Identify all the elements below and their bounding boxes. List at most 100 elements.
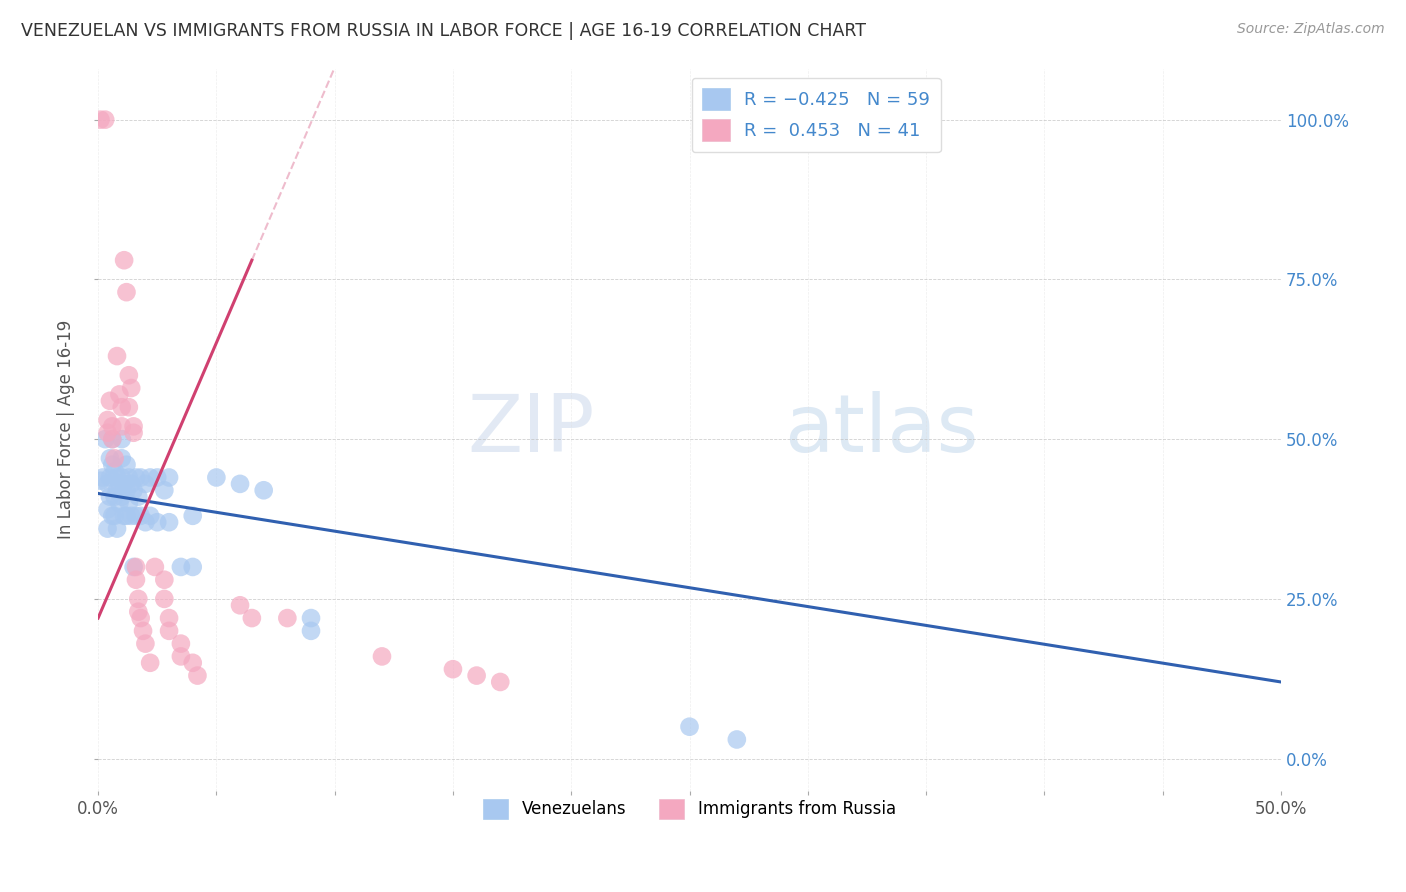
Point <box>108 476 131 491</box>
Point <box>299 611 322 625</box>
Point <box>118 470 141 484</box>
Point <box>229 476 252 491</box>
Point <box>101 458 124 472</box>
Point <box>97 522 120 536</box>
Point <box>441 662 464 676</box>
Point <box>89 474 111 488</box>
Point <box>122 425 145 440</box>
Point <box>299 624 322 638</box>
Point <box>101 432 124 446</box>
Point <box>94 432 117 446</box>
Point <box>129 508 152 523</box>
Point <box>97 425 120 440</box>
Point <box>132 624 155 638</box>
Point <box>98 470 121 484</box>
Point <box>181 656 204 670</box>
Point <box>134 515 156 529</box>
Point <box>115 508 138 523</box>
Point <box>115 458 138 472</box>
Text: atlas: atlas <box>785 391 979 468</box>
Text: Source: ZipAtlas.com: Source: ZipAtlas.com <box>1237 22 1385 37</box>
Point <box>129 611 152 625</box>
Point <box>104 508 127 523</box>
Point <box>120 381 142 395</box>
Point <box>98 451 121 466</box>
Point <box>125 508 148 523</box>
Point <box>129 470 152 484</box>
Point <box>112 253 135 268</box>
Point <box>276 611 298 625</box>
Point <box>98 490 121 504</box>
Point <box>725 732 748 747</box>
Point <box>105 522 128 536</box>
Point <box>146 470 169 484</box>
Point <box>170 649 193 664</box>
Point <box>89 112 111 127</box>
Point <box>146 515 169 529</box>
Point <box>104 464 127 478</box>
Point <box>111 451 134 466</box>
Point <box>240 611 263 625</box>
Point <box>120 476 142 491</box>
Point <box>98 393 121 408</box>
Point <box>101 508 124 523</box>
Point <box>94 112 117 127</box>
Point <box>125 470 148 484</box>
Point <box>120 508 142 523</box>
Point <box>157 611 180 625</box>
Point <box>181 508 204 523</box>
Point <box>105 483 128 498</box>
Point <box>104 490 127 504</box>
Point <box>127 605 149 619</box>
Point <box>122 483 145 498</box>
Text: VENEZUELAN VS IMMIGRANTS FROM RUSSIA IN LABOR FORCE | AGE 16-19 CORRELATION CHAR: VENEZUELAN VS IMMIGRANTS FROM RUSSIA IN … <box>21 22 866 40</box>
Point <box>111 419 134 434</box>
Point <box>91 470 114 484</box>
Point <box>153 483 176 498</box>
Point <box>153 573 176 587</box>
Point <box>134 476 156 491</box>
Point <box>108 496 131 510</box>
Point <box>122 560 145 574</box>
Point <box>170 560 193 574</box>
Point <box>127 591 149 606</box>
Point <box>112 476 135 491</box>
Point <box>105 470 128 484</box>
Point <box>139 508 162 523</box>
Point <box>143 560 166 574</box>
Point <box>139 656 162 670</box>
Point <box>153 591 176 606</box>
Point <box>101 419 124 434</box>
Point <box>139 470 162 484</box>
Point <box>253 483 276 498</box>
Point <box>181 560 204 574</box>
Point <box>205 470 228 484</box>
Point <box>229 599 252 613</box>
Point <box>97 502 120 516</box>
Text: ZIP: ZIP <box>468 391 595 468</box>
Point <box>97 476 120 491</box>
Point <box>112 508 135 523</box>
Point <box>125 560 148 574</box>
Point <box>127 490 149 504</box>
Point <box>101 432 124 446</box>
Legend: Venezuelans, Immigrants from Russia: Venezuelans, Immigrants from Russia <box>477 792 903 826</box>
Point <box>157 624 180 638</box>
Point <box>157 515 180 529</box>
Point <box>118 496 141 510</box>
Point <box>111 470 134 484</box>
Point <box>371 649 394 664</box>
Point <box>115 285 138 300</box>
Point <box>118 400 141 414</box>
Point <box>111 490 134 504</box>
Point <box>97 413 120 427</box>
Point <box>678 720 700 734</box>
Point <box>108 387 131 401</box>
Y-axis label: In Labor Force | Age 16-19: In Labor Force | Age 16-19 <box>58 320 75 539</box>
Point <box>157 470 180 484</box>
Point <box>115 483 138 498</box>
Point <box>111 432 134 446</box>
Point <box>186 668 208 682</box>
Point <box>118 368 141 383</box>
Point <box>125 573 148 587</box>
